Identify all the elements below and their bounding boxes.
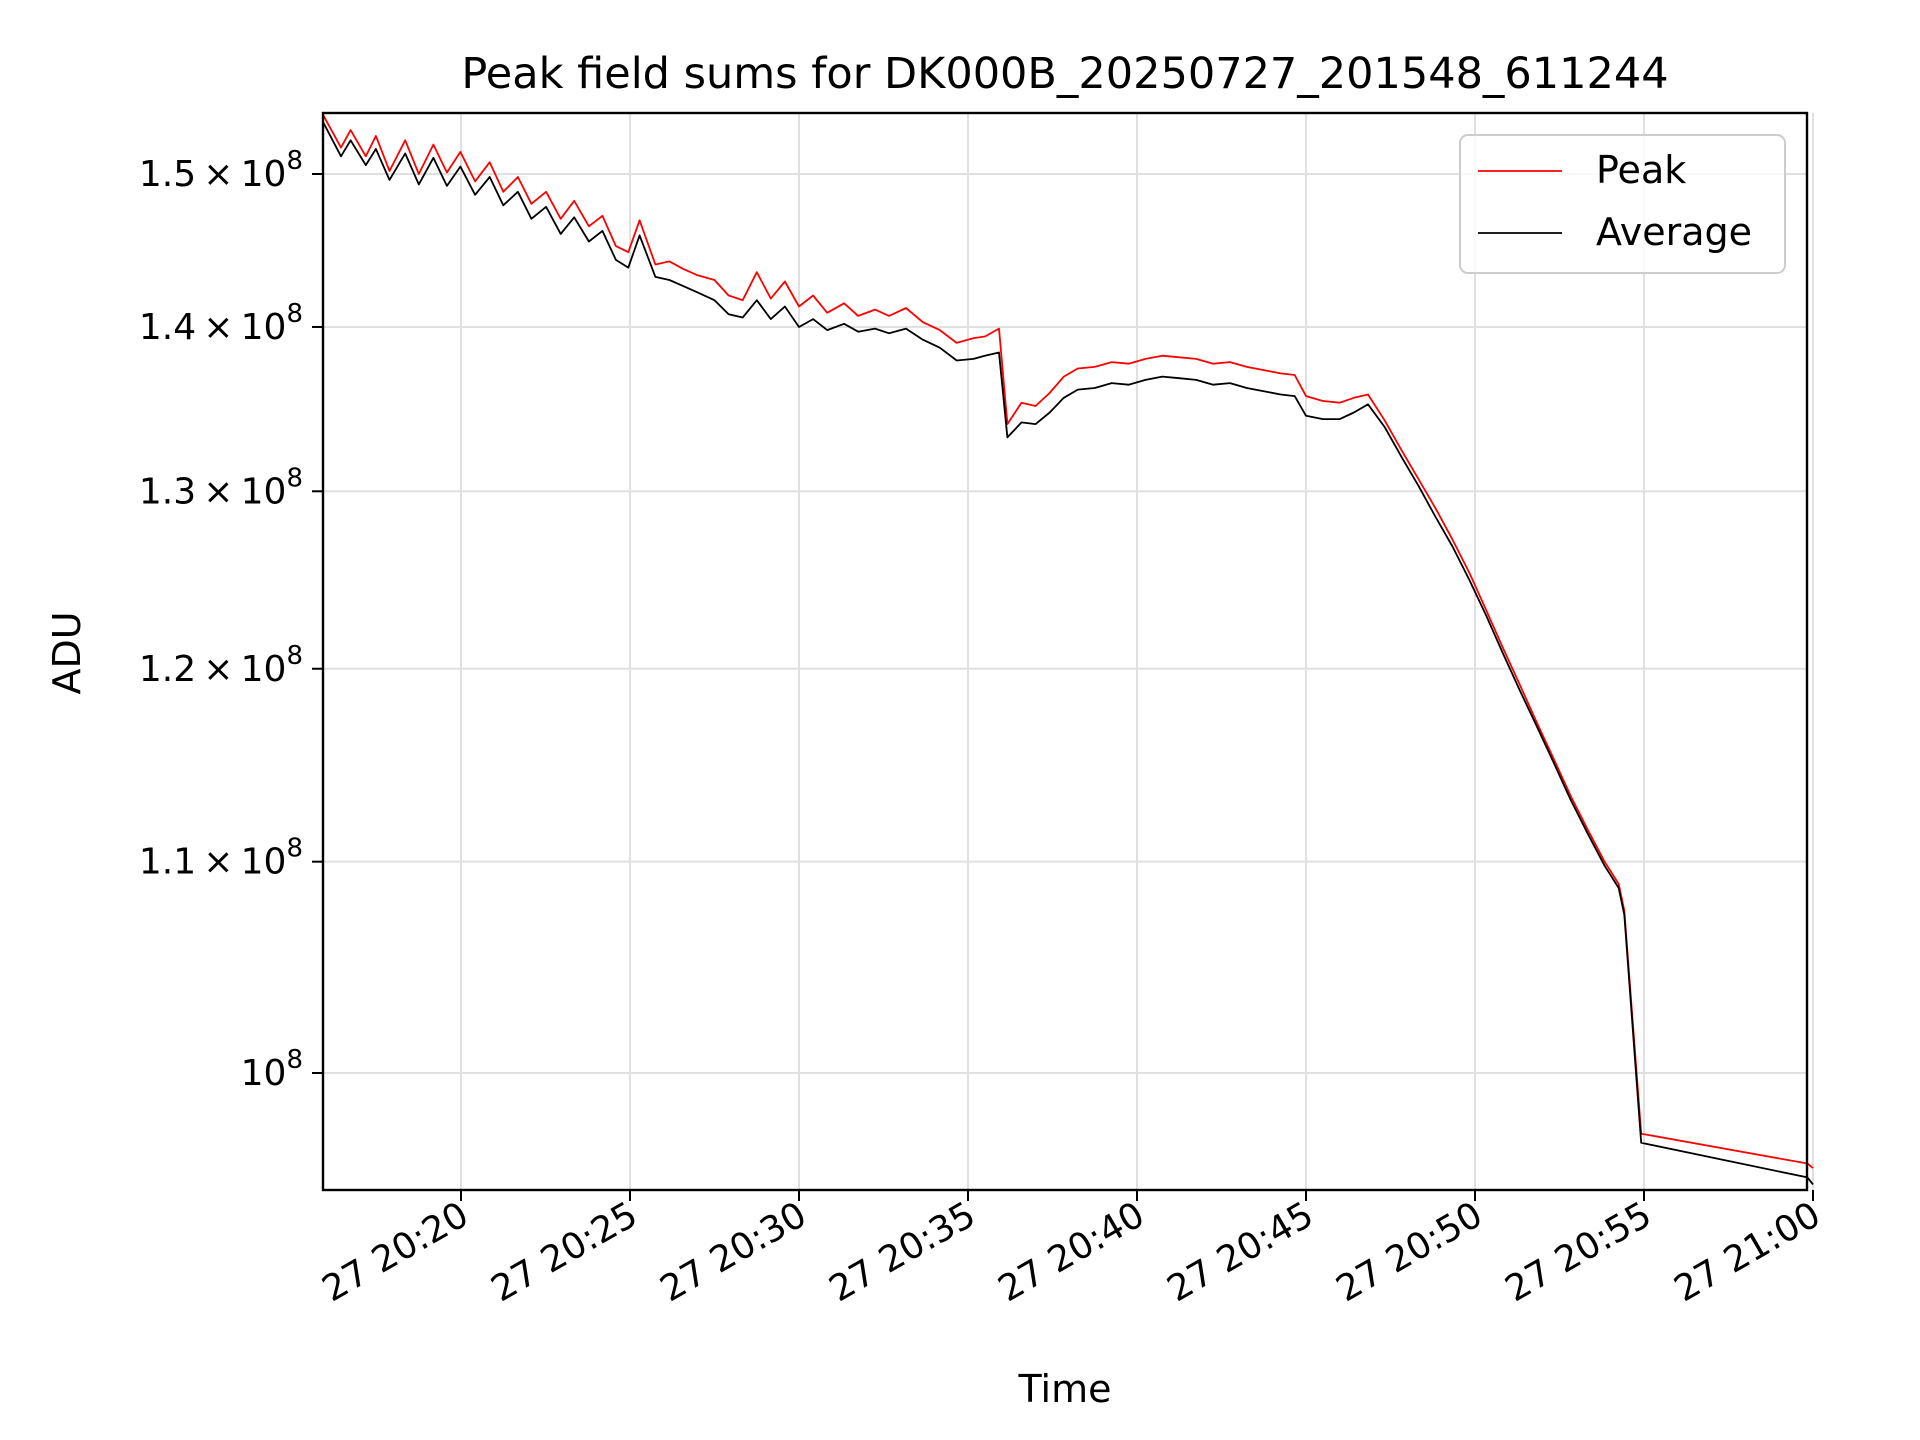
- series-line-average: [322, 122, 1814, 1185]
- chart-title: Peak field sums for DK000B_20250727_2015…: [461, 49, 1668, 99]
- series-layer: [322, 115, 1814, 1185]
- plot-frame: [321, 111, 1809, 1192]
- y-tick-label: 1.3 × 108: [139, 463, 303, 512]
- plot-area: [321, 111, 1814, 1192]
- legend: Peak Average: [1459, 134, 1786, 274]
- x-axis-label: Time: [1018, 1367, 1112, 1411]
- y-tick-label: 108: [241, 1045, 303, 1094]
- series-line-peak: [322, 115, 1814, 1169]
- y-axis-label: ADU: [45, 611, 89, 694]
- y-tick-label: 1.4 × 108: [139, 299, 303, 348]
- legend-box: [1459, 134, 1786, 274]
- y-tick-label: 1.5 × 108: [139, 146, 303, 195]
- y-tick-label: 1.1 × 108: [139, 834, 303, 883]
- legend-label-peak: Peak: [1596, 148, 1686, 192]
- plot-background: [323, 113, 1807, 1190]
- legend-label-average: Average: [1596, 210, 1752, 254]
- y-axis: 1.5 × 108 1.4 × 108 1.3 × 108 1.2 × 108 1.1 …: [139, 146, 323, 1094]
- y-tick-label: 1.2 × 108: [139, 641, 303, 690]
